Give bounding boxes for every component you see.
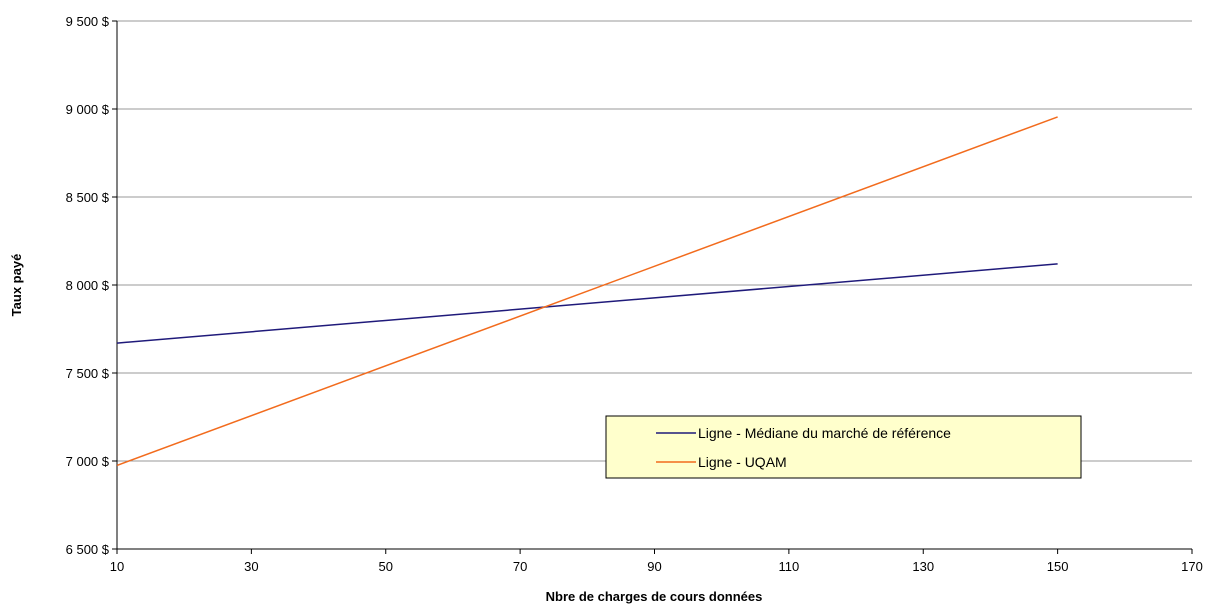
- y-tick-label-0: 6 500 $: [66, 542, 110, 557]
- x-tick-label-2: 50: [379, 559, 393, 574]
- y-axis-title: Taux payé: [9, 254, 24, 317]
- legend: Ligne - Médiane du marché de référence Li…: [605, 415, 1082, 479]
- legend-box: [605, 415, 1082, 479]
- series-group: [116, 116, 1058, 467]
- y-tick-label-1: 7 000 $: [66, 454, 110, 469]
- series-line-1: [116, 116, 1058, 467]
- x-tick-label-3: 70: [513, 559, 527, 574]
- x-tick-label-5: 110: [779, 559, 800, 574]
- x-tick-label-6: 130: [912, 559, 934, 574]
- legend-label-1: Ligne - UQAM: [698, 454, 787, 470]
- y-tick-label-2: 7 500 $: [66, 366, 110, 381]
- x-tick-label-7: 150: [1047, 559, 1069, 574]
- y-tick-label-4: 8 500 $: [66, 190, 110, 205]
- x-axis-title: Nbre de charges de cours données: [546, 589, 763, 604]
- y-tick-label-3: 8 000 $: [66, 278, 110, 293]
- x-tick-label-0: 10: [110, 559, 124, 574]
- y-tick-label-6: 9 500 $: [66, 14, 110, 29]
- series-line-0: [116, 263, 1058, 344]
- x-tick-label-8: 170: [1181, 559, 1203, 574]
- legend-label-0: Ligne - Médiane du marché de référence: [698, 425, 951, 441]
- gridlines: [117, 20, 1192, 462]
- x-tick-label-1: 30: [244, 559, 258, 574]
- x-tick-label-4: 90: [647, 559, 661, 574]
- x-axis-ticks: 10 30 50 70 90 110 130 150 170: [110, 549, 1203, 574]
- y-axis-ticks: 6 500 $ 7 000 $ 7 500 $ 8 000 $ 8 500 $ 9 000…: [66, 14, 117, 557]
- y-tick-label-5: 9 000 $: [66, 102, 110, 117]
